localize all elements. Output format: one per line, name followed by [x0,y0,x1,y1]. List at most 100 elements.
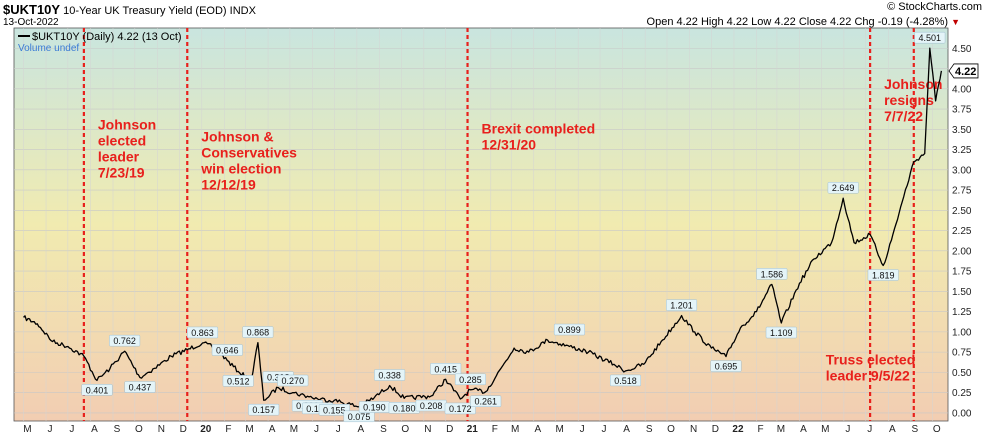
x-tick-label: A [800,424,807,435]
watermark: © StockCharts.com [887,1,982,13]
point-label-box [444,402,476,415]
x-tick-label: J [602,424,607,435]
point-label: 1.819 [872,271,895,281]
point-label: 0.190 [363,403,386,413]
y-axis: 0.00 0.25 0.50 0.75 1.00 1.25 1.50 1.75 2.00 2.25… [948,44,979,419]
point-label: 0.180 [393,403,416,413]
point-label-box [81,384,113,396]
y-tick-label: 3.75 [952,105,972,116]
point-label: 0.075 [348,412,371,422]
y-tick-label: 1.50 [952,287,972,298]
point-label: 0.762 [113,336,136,346]
event-annotation: elected [98,132,146,148]
x-tick-label: F [492,424,498,435]
x-tick-label: O [401,424,409,435]
last-value-tag [948,63,979,79]
point-label-box [553,323,585,336]
x-tick-label: S [912,424,919,435]
event-annotation: 12/12/19 [201,176,256,192]
y-tick-label: 3.25 [952,145,972,156]
point-label-box [470,395,502,407]
x-tick-label: N [424,424,431,435]
y-tick-label: 2.75 [952,186,972,197]
y-tick-label: 0.00 [952,408,972,419]
y-tick-label: 4.00 [952,84,972,95]
point-label: 1.586 [761,269,784,279]
y-tick-label: 2.00 [952,246,972,257]
x-tick-label: N [690,424,697,435]
y-tick-label: 4.50 [952,44,972,55]
point-label: 0.512 [227,376,250,386]
point-label-box [277,374,309,387]
x-tick-label: A [623,424,630,435]
series-layer [23,47,943,408]
ohlc-values: Open 4.22 High 4.22 Low 4.22 Close 4.22 … [646,16,949,28]
y-tick-label: 2.25 [952,226,972,237]
point-label-box [187,326,219,339]
point-label: 2.649 [832,183,855,193]
x-tick-label: J [845,424,850,435]
point-label-box [827,181,859,194]
point-label: 0.338 [378,371,401,381]
point-label: 0.157 [252,405,275,415]
point-label-box [374,369,406,381]
point-label: 0.401 [86,385,109,395]
y-tick-label: 0.50 [952,368,972,379]
point-label: 0.899 [558,325,581,335]
x-tick-label: F [225,424,231,435]
legend: $UKT10Y (Daily) 4.22 (13 Oct) Volume und… [18,31,182,54]
x-tick-label: 20 [200,424,212,435]
x-tick-label: O [667,424,675,435]
x-tick-label: A [534,424,541,435]
x-tick-label: M [821,424,829,435]
y-tick-label: 3.00 [952,165,972,176]
point-label-box [222,375,254,387]
point-label: 0.646 [216,346,239,356]
point-label: 1.109 [770,328,793,338]
x-tick-label: J [69,424,74,435]
event-annotation: Johnson [98,116,156,132]
x-tick-label: M [777,424,785,435]
x-tick-label: J [867,424,872,435]
x-tick-label: 21 [467,424,479,435]
y-tick-label: 0.75 [952,348,972,359]
event-annotation: 7/7/22 [884,108,923,124]
exchange: INDX [229,5,256,17]
down-arrow-icon: ▼ [951,17,960,27]
point-label: 0.415 [434,364,457,374]
point-label-box [211,344,243,356]
point-label: 0.173 [306,404,329,414]
point-label: 0.270 [282,376,305,386]
point-label-box [318,404,350,416]
x-tick-label: J [314,424,319,435]
chart-date: 13-Oct-2022 [3,17,59,28]
event-annotation: leader 9/5/22 [826,367,910,383]
point-label-box [454,373,486,386]
point-label: 0.868 [247,328,270,338]
point-label: 0.437 [129,382,152,392]
x-tick-label: F [757,424,763,435]
x-tick-label: J [580,424,585,435]
point-label: 0.695 [715,362,738,372]
symbol: $UKT10Y [3,2,61,17]
event-annotation: Conservatives [201,144,297,160]
x-tick-label: D [712,424,719,435]
event-annotation: Johnson & [201,128,273,144]
ohlc-readout: Open 4.22 High 4.22 Low 4.22 Close 4.22 … [647,16,960,28]
event-annotation: resigns [884,92,934,108]
point-label-box [610,374,642,387]
x-tick-label: S [380,424,387,435]
description: 10-Year UK Treasury Yield (EOD) [63,5,227,17]
event-annotation: 12/31/20 [482,136,537,152]
plot-background [13,27,949,422]
x-tick-label: J [48,424,53,435]
point-label: 0.863 [191,328,214,338]
y-tick-label: 1.75 [952,267,972,278]
event-annotation: 7/23/19 [98,164,145,180]
last-value-label: 4.22 [955,66,976,78]
x-tick-label: S [114,424,121,435]
y-tick-label: 3.50 [952,125,972,136]
point-label: 0.208 [420,401,443,411]
